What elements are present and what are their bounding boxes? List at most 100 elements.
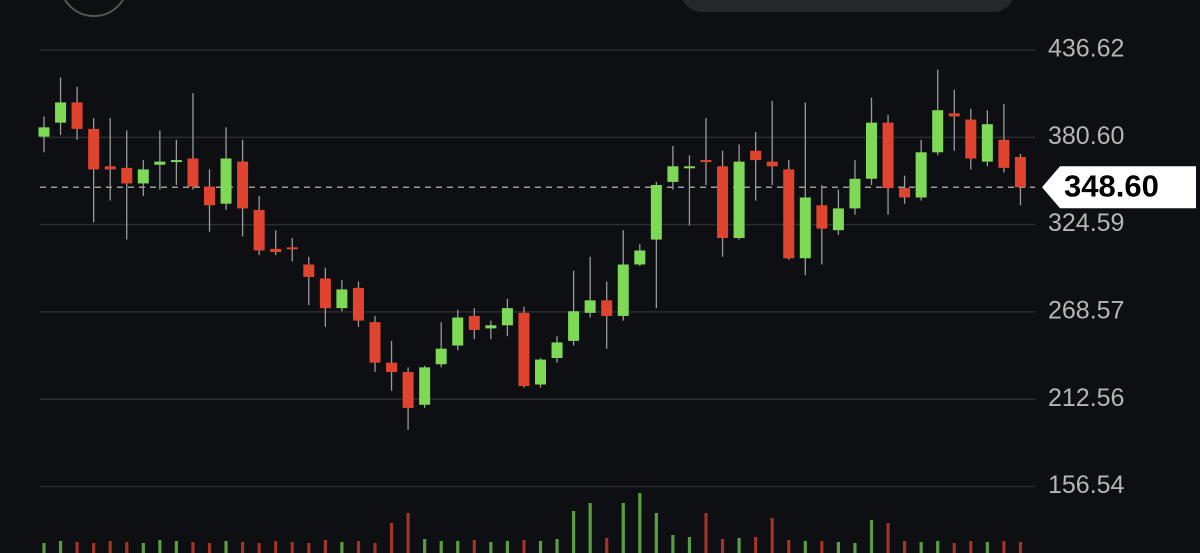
candle-body — [386, 362, 398, 373]
candle-body — [551, 342, 563, 359]
volume-bar — [671, 535, 675, 553]
candle-body — [270, 248, 282, 253]
volume-bar — [919, 542, 923, 553]
candle-body — [634, 250, 646, 265]
volume-bar — [886, 523, 890, 553]
candle-body — [336, 289, 348, 309]
candle-body — [667, 166, 679, 182]
candle-body — [584, 300, 596, 313]
candle-body — [683, 166, 695, 169]
candle-body — [319, 278, 331, 309]
volume-bar — [985, 542, 989, 553]
axis-labels: 436.62 380.60 324.59 268.57 212.56 156.54 348.… — [1042, 35, 1196, 499]
candle-body — [700, 160, 712, 163]
volume-bar — [406, 513, 410, 553]
candle-body — [750, 150, 762, 161]
y-tick-label: 156.54 — [1048, 471, 1125, 499]
top-button[interactable] — [60, 0, 128, 17]
candle-body — [369, 322, 381, 363]
volume-bar — [42, 543, 46, 553]
candle-body — [899, 188, 911, 198]
candle-body — [849, 178, 861, 209]
candle-body — [352, 287, 364, 321]
volume-bar — [654, 513, 658, 553]
volume-bar — [423, 539, 427, 553]
candle-body — [419, 367, 431, 405]
candle-body — [799, 197, 811, 259]
y-tick-label: 324.59 — [1048, 209, 1124, 237]
candle-body — [518, 312, 530, 387]
volume-bar — [1002, 541, 1006, 553]
volume-bar — [75, 542, 79, 553]
volume-bar — [588, 503, 592, 553]
current-price-label: 348.60 — [1064, 168, 1159, 203]
candle-body — [766, 161, 778, 167]
volume-bar — [754, 537, 758, 553]
candle-body — [501, 308, 513, 326]
volume-bar — [538, 541, 543, 553]
volume-bar — [389, 523, 394, 553]
candle-body — [187, 158, 199, 187]
volume-bar — [555, 539, 559, 553]
candles — [38, 69, 1026, 430]
volume-bar — [969, 541, 973, 553]
volume-bar — [820, 541, 824, 553]
volume-bar — [572, 511, 576, 553]
volume-bar — [522, 540, 526, 553]
candle-body — [286, 247, 298, 250]
volume-bar — [621, 503, 625, 553]
candle-body — [816, 205, 828, 229]
volume-bar — [108, 541, 112, 553]
candle-body — [170, 160, 182, 163]
volume-bar — [605, 538, 609, 553]
candle-body — [468, 315, 480, 330]
candle-body — [733, 161, 745, 239]
volume-bar — [836, 542, 840, 553]
top-pill[interactable] — [680, 0, 1015, 12]
candle-body — [882, 122, 894, 189]
volume-bar — [92, 543, 96, 553]
candle-body — [55, 102, 67, 123]
volume-bar — [356, 541, 361, 553]
volume-bar — [869, 520, 874, 553]
candle-body — [71, 102, 83, 129]
volume-bar — [952, 543, 956, 553]
candle-body — [535, 359, 546, 385]
volume-bar — [803, 541, 807, 553]
volume-bar — [340, 542, 344, 553]
volume-bar — [158, 540, 162, 553]
candle-body — [154, 161, 166, 165]
candle-body — [204, 186, 215, 206]
candle-body — [568, 311, 580, 341]
price-tag — [1042, 166, 1196, 209]
volume-bar — [224, 541, 228, 553]
candle-body — [601, 300, 613, 316]
candle-body — [38, 127, 50, 137]
candle-body — [932, 110, 944, 153]
volume-bar — [1018, 542, 1023, 553]
volume-bar — [58, 541, 63, 553]
candle-body — [981, 124, 993, 162]
volume-bar — [141, 543, 145, 553]
volume-bar — [207, 543, 212, 553]
volume-bar — [704, 513, 708, 553]
volume-bar — [439, 541, 443, 553]
volume-bar — [323, 540, 327, 553]
volume-bar — [853, 543, 857, 553]
volume-bar — [489, 542, 493, 553]
candle-body — [88, 128, 100, 170]
volume-bar — [638, 493, 642, 553]
volume — [42, 493, 1023, 553]
volume-bar — [307, 543, 311, 553]
volume-bar — [737, 538, 741, 553]
volume-bar — [174, 541, 178, 553]
candle-body — [832, 208, 844, 231]
y-tick-label: 436.62 — [1048, 35, 1124, 63]
y-tick-label: 212.56 — [1048, 384, 1124, 412]
volume-bar — [373, 543, 377, 553]
grid — [40, 49, 1035, 488]
candle-body — [220, 158, 232, 204]
candle-body — [137, 169, 149, 184]
candle-body — [237, 161, 249, 209]
